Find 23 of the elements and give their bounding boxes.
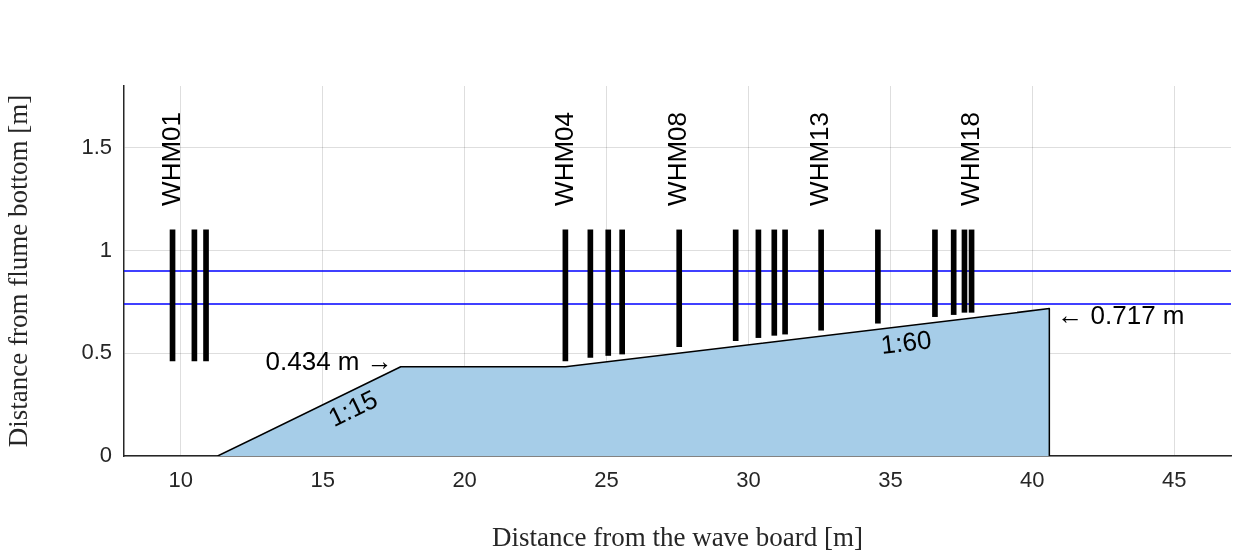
data-label: WHM18 [954,111,985,206]
x-tick-label: 15 [310,467,335,493]
x-axis-title: Distance from the wave board [m] [491,521,864,552]
data-label: WHM04 [548,111,579,206]
x-tick-label: 20 [452,467,477,493]
data-label: WHM08 [662,111,693,206]
annotation: ← 0.717 m [1057,299,1185,330]
x-tick-label: 40 [1020,467,1045,493]
annotation: 0.434 m → [265,345,393,376]
x-tick-label: 10 [168,467,194,493]
annotation: 1:60 [879,324,933,361]
y-tick-label: 1 [99,236,112,262]
x-tick-label: 30 [736,467,761,493]
data-label: WHM13 [804,111,835,206]
y-tick-label: 1.5 [81,133,112,159]
data-label: WHM01 [155,111,186,206]
x-tick-label: 45 [1161,467,1187,493]
x-tick-label: 35 [878,467,903,493]
y-axis-title: Distance from flume bottom [m] [3,94,34,448]
annotation: 1:15 [323,383,383,433]
y-tick-label: 0.5 [81,339,112,365]
y-tick-label: 0 [99,442,112,468]
x-tick-label: 25 [594,467,619,493]
